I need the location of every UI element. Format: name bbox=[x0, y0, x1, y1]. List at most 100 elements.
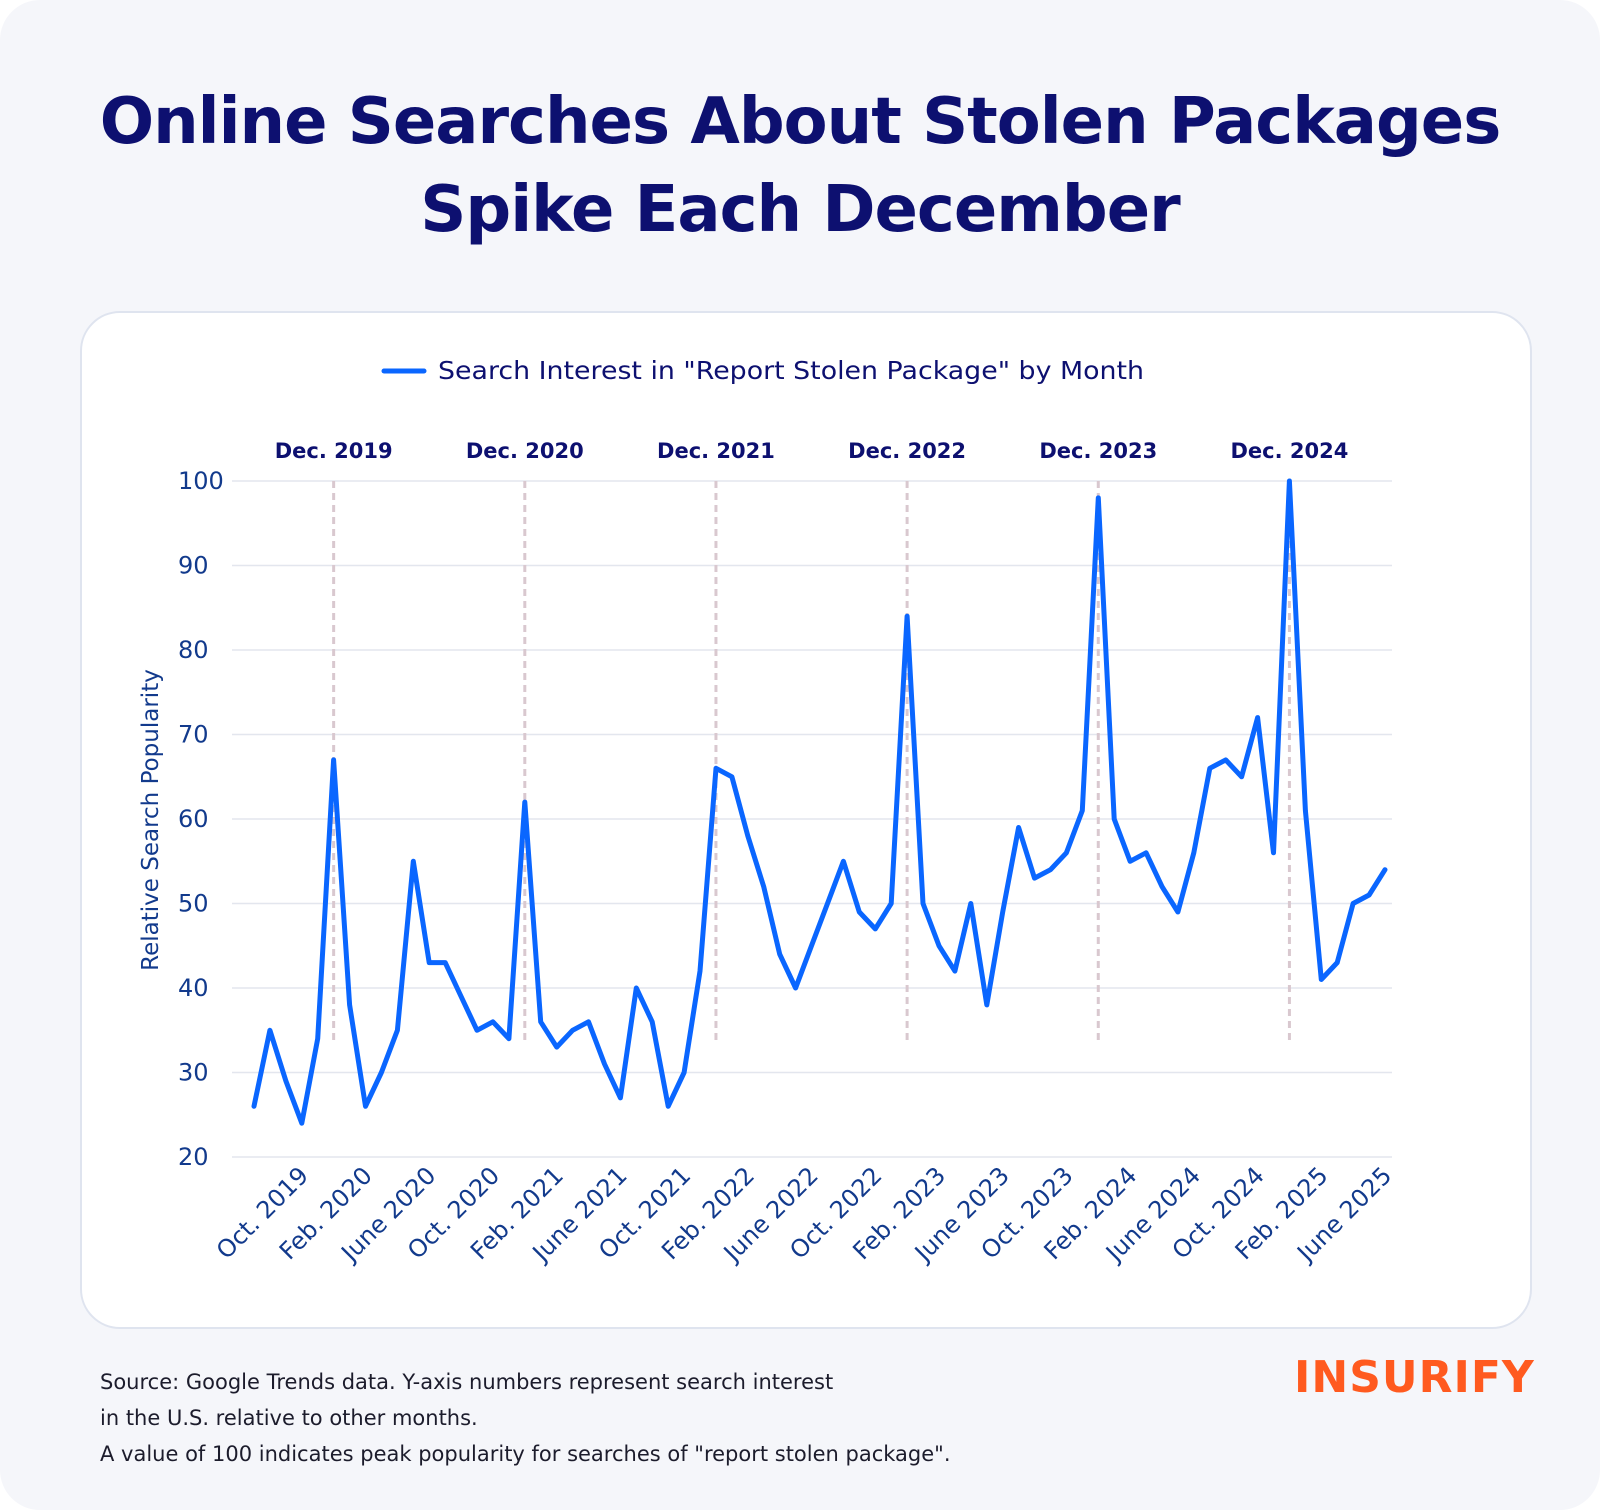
data-point bbox=[730, 775, 734, 779]
data-point bbox=[698, 969, 702, 973]
december-marker-label: Dec. 2020 bbox=[466, 439, 584, 463]
data-point bbox=[1033, 876, 1037, 880]
data-point bbox=[1192, 851, 1196, 855]
data-point bbox=[778, 952, 782, 956]
data-point bbox=[841, 859, 845, 863]
y-tick-label: 60 bbox=[178, 805, 209, 833]
data-point bbox=[1303, 809, 1307, 813]
y-tick-label: 50 bbox=[178, 890, 209, 918]
y-tick-label: 70 bbox=[178, 721, 209, 749]
data-point bbox=[1176, 910, 1180, 914]
data-point bbox=[873, 927, 877, 931]
source-note: Source: Google Trends data. Y-axis numbe… bbox=[100, 1364, 951, 1472]
data-point bbox=[985, 1003, 989, 1007]
data-point bbox=[794, 986, 798, 990]
y-tick-label: 100 bbox=[178, 467, 224, 495]
data-point bbox=[364, 1104, 368, 1108]
data-point bbox=[1224, 758, 1228, 762]
data-point bbox=[300, 1121, 304, 1125]
data-point bbox=[602, 1062, 606, 1066]
data-point bbox=[332, 758, 336, 762]
legend-label: Search Interest in "Report Stolen Packag… bbox=[438, 356, 1144, 385]
data-point bbox=[937, 944, 941, 948]
data-point bbox=[1017, 825, 1021, 829]
data-point bbox=[714, 766, 718, 770]
data-point bbox=[969, 902, 973, 906]
data-point bbox=[379, 1071, 383, 1075]
insurify-logo: INSURIFY bbox=[1294, 1352, 1535, 1403]
source-note-line-3: A value of 100 indicates peak popularity… bbox=[100, 1442, 951, 1466]
data-point bbox=[284, 1079, 288, 1083]
december-marker-label: Dec. 2019 bbox=[275, 439, 393, 463]
data-point bbox=[507, 1037, 511, 1041]
data-point bbox=[889, 902, 893, 906]
data-point bbox=[316, 1037, 320, 1041]
data-point bbox=[459, 994, 463, 998]
data-point bbox=[1080, 809, 1084, 813]
data-point bbox=[618, 1096, 622, 1100]
line-chart: 20 30 40 50 60 70 80 90 100 Dec. 2019 Dec. 2020 Dec… bbox=[138, 356, 1397, 1268]
data-point bbox=[523, 800, 527, 804]
data-point bbox=[810, 944, 814, 948]
data-point bbox=[1319, 978, 1323, 982]
data-point bbox=[427, 961, 431, 965]
data-point bbox=[1096, 496, 1100, 500]
data-point bbox=[650, 1020, 654, 1024]
december-marker-label: Dec. 2021 bbox=[657, 439, 775, 463]
data-point bbox=[1064, 851, 1068, 855]
december-marker-label: Dec. 2022 bbox=[848, 439, 966, 463]
page-title: Online Searches About Stolen Packages Sp… bbox=[0, 78, 1600, 254]
data-point bbox=[762, 885, 766, 889]
y-tick-label: 90 bbox=[178, 552, 209, 580]
data-point bbox=[443, 961, 447, 965]
data-point bbox=[491, 1020, 495, 1024]
y-tick-label: 20 bbox=[178, 1143, 209, 1171]
data-point bbox=[1287, 479, 1291, 483]
series-line bbox=[251, 478, 1388, 1126]
data-point bbox=[682, 1071, 686, 1075]
data-point bbox=[539, 1020, 543, 1024]
data-point bbox=[587, 1020, 591, 1024]
data-point bbox=[825, 902, 829, 906]
december-marker-label: Dec. 2023 bbox=[1039, 439, 1157, 463]
data-point bbox=[1001, 910, 1005, 914]
data-point bbox=[953, 969, 957, 973]
data-point bbox=[348, 1003, 352, 1007]
data-point bbox=[666, 1104, 670, 1108]
december-marker-label: Dec. 2024 bbox=[1230, 439, 1348, 463]
data-point bbox=[1351, 902, 1355, 906]
source-note-line-2: in the U.S. relative to other months. bbox=[100, 1406, 478, 1430]
data-point bbox=[857, 910, 861, 914]
data-point bbox=[1112, 817, 1116, 821]
data-point bbox=[634, 986, 638, 990]
data-point bbox=[252, 1104, 256, 1108]
data-point bbox=[1144, 851, 1148, 855]
data-point bbox=[1271, 851, 1275, 855]
data-point bbox=[475, 1028, 479, 1032]
data-point bbox=[1128, 859, 1132, 863]
data-point bbox=[1160, 885, 1164, 889]
data-point bbox=[1240, 775, 1244, 779]
data-point bbox=[411, 859, 415, 863]
y-tick-label: 80 bbox=[178, 636, 209, 664]
title-line-1: Online Searches About Stolen Packages bbox=[99, 85, 1502, 159]
data-point bbox=[571, 1028, 575, 1032]
data-point bbox=[921, 902, 925, 906]
data-point bbox=[905, 614, 909, 618]
data-point bbox=[395, 1028, 399, 1032]
data-point bbox=[1383, 868, 1387, 872]
y-tick-label: 40 bbox=[178, 974, 209, 1002]
data-point bbox=[746, 834, 750, 838]
data-point bbox=[1048, 868, 1052, 872]
title-line-2: Spike Each December bbox=[420, 173, 1180, 247]
chart-card: 20 30 40 50 60 70 80 90 100 Dec. 2019 Dec. 2020 Dec… bbox=[80, 311, 1532, 1329]
data-point bbox=[1335, 961, 1339, 965]
data-point bbox=[268, 1028, 272, 1032]
y-tick-label: 30 bbox=[178, 1059, 209, 1087]
data-point bbox=[1208, 766, 1212, 770]
data-point bbox=[1256, 716, 1260, 720]
data-point bbox=[1367, 893, 1371, 897]
y-axis-title: Relative Search Popularity bbox=[138, 669, 164, 971]
source-note-line-1: Source: Google Trends data. Y-axis numbe… bbox=[100, 1370, 834, 1394]
